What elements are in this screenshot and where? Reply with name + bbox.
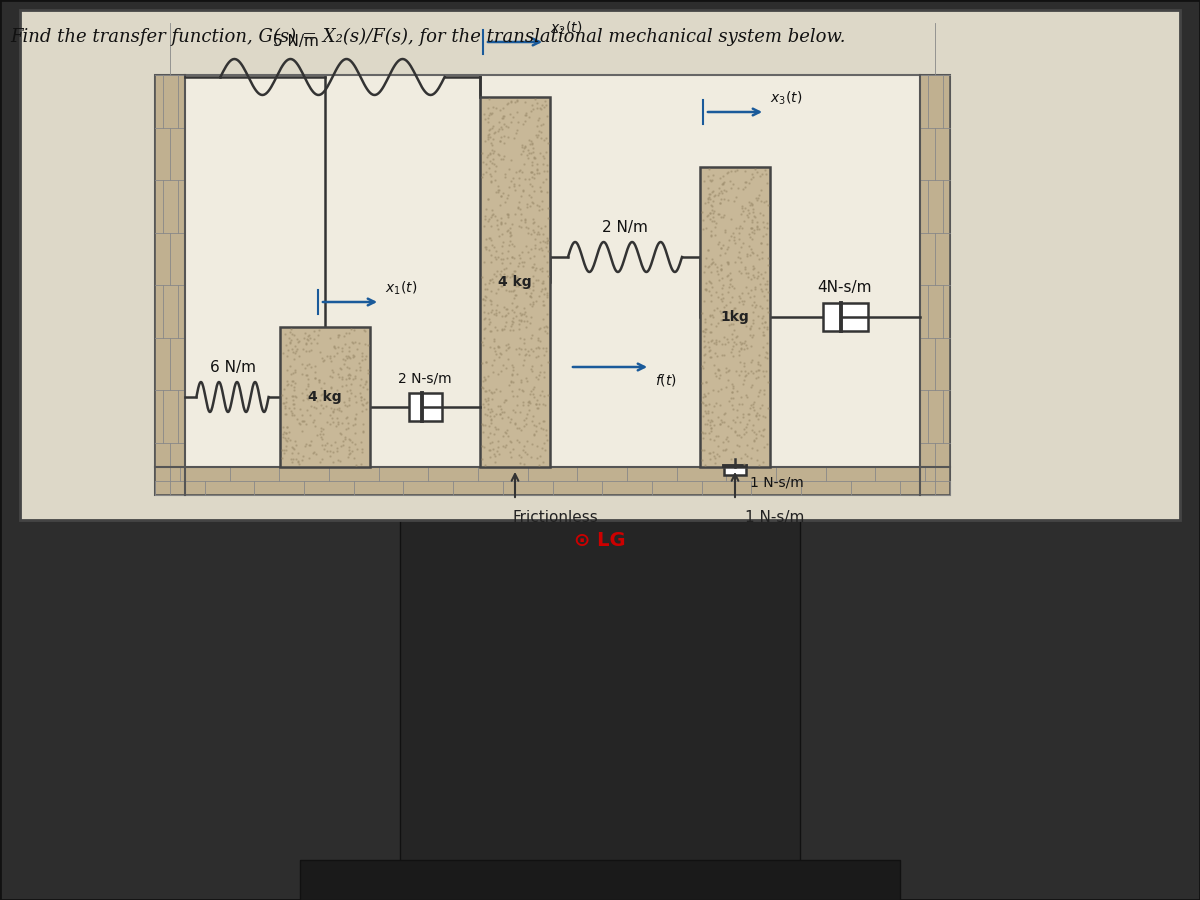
Text: $x_1(t)$: $x_1(t)$ <box>385 280 418 297</box>
Text: 6 N/m: 6 N/m <box>210 360 256 375</box>
Text: 1 N-s/m: 1 N-s/m <box>745 510 804 525</box>
Text: $f(t)$: $f(t)$ <box>655 372 677 388</box>
Text: $x_2(t)$: $x_2(t)$ <box>550 20 582 37</box>
Text: 2 N/m: 2 N/m <box>602 220 648 235</box>
Bar <box>724 459 746 475</box>
Bar <box>20 10 1180 520</box>
Text: 4 kg: 4 kg <box>498 275 532 289</box>
Text: 1kg: 1kg <box>721 310 749 324</box>
Text: $x_3(t)$: $x_3(t)$ <box>770 90 802 107</box>
Bar <box>155 75 950 495</box>
Bar <box>300 860 900 900</box>
Text: 2 N-s/m: 2 N-s/m <box>398 371 452 385</box>
Bar <box>822 303 868 331</box>
Bar <box>20 10 1180 520</box>
Bar <box>400 520 800 900</box>
Text: 1 N-s/m: 1 N-s/m <box>750 475 804 489</box>
Bar <box>480 97 550 467</box>
Bar <box>155 75 185 495</box>
Text: Find the transfer function, G(s) = X₂(s)/F(s), for the translational mechanical : Find the transfer function, G(s) = X₂(s)… <box>10 28 846 46</box>
Bar <box>920 75 950 495</box>
Bar <box>280 327 370 467</box>
Text: Frictionless: Frictionless <box>512 510 598 525</box>
Bar <box>700 167 770 467</box>
Text: 5 N/m: 5 N/m <box>272 34 318 49</box>
Bar <box>155 467 950 495</box>
Text: 4N-s/m: 4N-s/m <box>817 280 872 295</box>
Bar <box>408 393 442 421</box>
Text: 4 kg: 4 kg <box>308 390 342 404</box>
Text: ⊙ LG: ⊙ LG <box>574 530 626 550</box>
